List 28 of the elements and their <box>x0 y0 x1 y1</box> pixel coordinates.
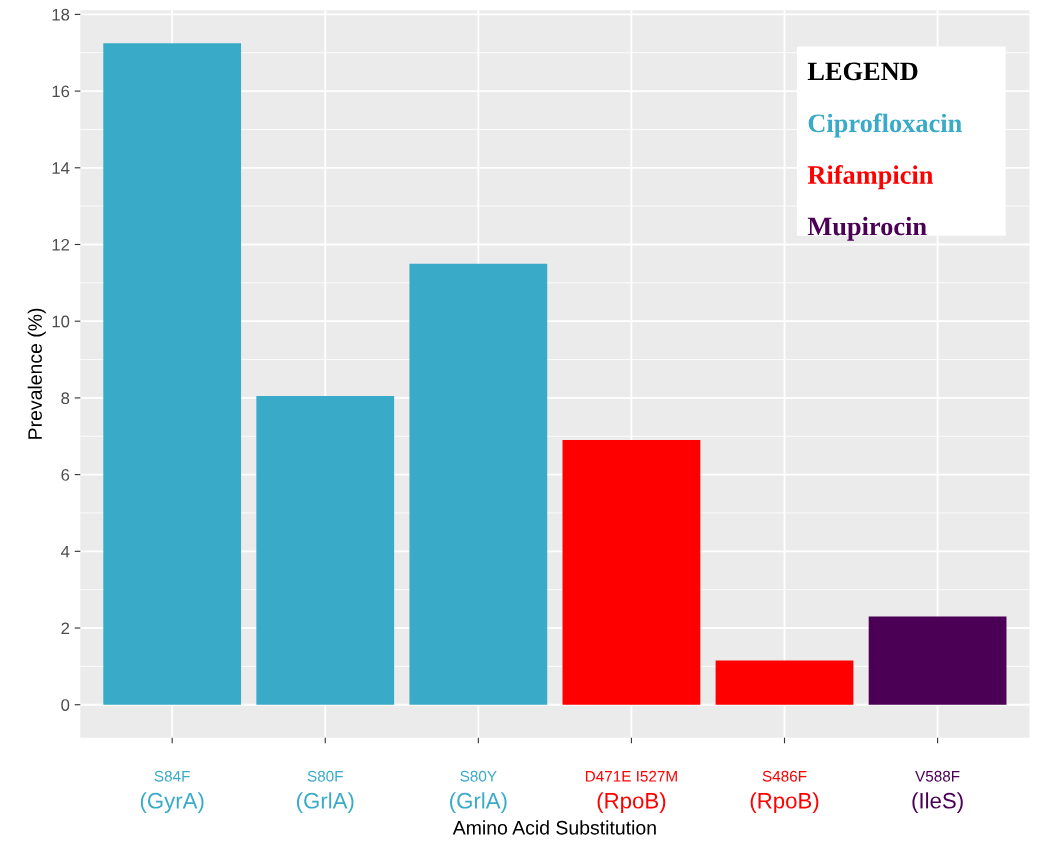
y-tick-label: 6 <box>61 469 70 481</box>
x-axis-title: Amino Acid Substitution <box>452 820 656 835</box>
bar <box>868 616 1007 705</box>
y-axis-title: Prevalence (%) <box>27 308 46 439</box>
legend-title: LEGEND <box>807 62 918 81</box>
text: Ciprofloxacin <box>808 113 962 138</box>
x-tick-label: D471E I527M (RpoB) <box>585 770 677 813</box>
x-tick-label: S84F (GyrA) <box>140 770 204 813</box>
bar <box>409 263 548 705</box>
y-tick-label: 2 <box>61 622 70 635</box>
x-tick-label: S80Y (GrlA) <box>450 770 507 813</box>
bar <box>103 43 242 705</box>
bar <box>715 660 854 705</box>
x-tick-label: S80F (GrlA) <box>297 770 354 813</box>
text: Rifampicin <box>807 165 934 190</box>
y-tick-label: 8 <box>61 392 70 405</box>
y-tick-label: 0 <box>61 699 70 711</box>
y-tick-label: 12 <box>52 238 70 251</box>
bar <box>256 395 395 705</box>
text: Mupirocin <box>807 216 927 241</box>
y-tick-label: 16 <box>52 85 70 98</box>
bar <box>562 440 701 705</box>
y-tick-label: 10 <box>52 315 70 328</box>
y-tick-label: 4 <box>61 545 70 558</box>
y-tick-label: 18 <box>52 8 70 21</box>
y-tick-label: 14 <box>52 162 70 174</box>
x-tick-label: V588F (IleS) <box>912 770 963 813</box>
x-tick-label: S486F (RpoB) <box>750 770 819 813</box>
